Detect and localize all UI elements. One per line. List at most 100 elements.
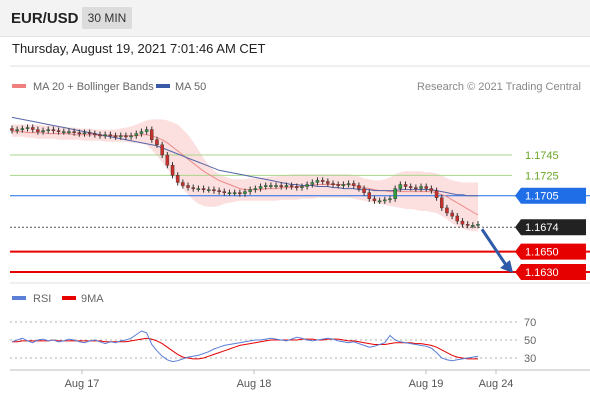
candle-body [258,186,263,189]
candle-body [155,139,159,145]
candle-body [455,215,460,222]
candle-body [227,192,232,195]
candle-body [393,188,397,200]
candle-body [424,186,429,189]
candle-body [25,127,30,129]
projection-arrow-head [500,260,513,273]
candle-body [108,134,113,137]
candle-body [388,198,392,201]
candle-body [10,128,14,131]
report-datetime: Thursday, August 19, 2021 7:01:46 AM CET [12,41,266,56]
candle-body [165,154,170,166]
candle-body [326,181,330,184]
candle-body [232,192,237,195]
candle-body [471,224,475,227]
legend-label-rsi: RSI [33,293,51,305]
candle-body [434,190,439,198]
legend-label-ma50: MA 50 [175,81,206,93]
candle-body [217,190,221,193]
candle-body [248,189,252,192]
candle-body [264,185,268,187]
candle-body [15,129,19,132]
candle-body [372,198,377,201]
time-axis-label-1: Aug 18 [237,378,272,390]
candle-body [315,180,320,183]
candle-body [196,188,201,191]
candle-body [62,131,66,134]
candle-body [398,184,403,189]
time-axis-label-2: Aug 19 [409,378,444,390]
candle-body [93,133,97,136]
candle-body [403,184,408,187]
candle-body [87,132,92,135]
candle-body [160,144,164,156]
candle-body [170,164,175,176]
timeframe-badge[interactable]: 30 MIN [82,7,132,29]
candle-body [336,184,340,186]
level-tag-support-4 [515,243,586,260]
time-axis-label-0: Aug 17 [65,378,100,390]
candle-body [465,223,470,226]
candle-body [82,132,87,135]
candle-body [181,182,185,186]
candle-body [134,133,138,136]
candle-body [346,183,351,185]
candle-body [175,175,180,183]
candle-body [284,185,289,187]
candle-body [253,188,258,191]
rsi-line [11,330,479,363]
rsi-tick-label-30: 30 [524,353,536,365]
legend-swatch-9ma [62,296,76,300]
candle-body [243,191,247,194]
legend-swatch-rsi [12,296,26,300]
candle-body [357,185,361,189]
candle-body [67,131,71,134]
candle-body [320,180,325,182]
candle-body [77,132,82,135]
candle-body [305,184,309,187]
level-label-3: 1.1674 [525,222,559,234]
candle-body [20,128,25,130]
candle-body [450,212,454,217]
level-tag-pivot-2 [515,187,586,204]
candle-body [118,135,123,138]
candle-body [362,188,366,193]
candle-body [408,186,413,188]
candle-body [46,129,51,132]
legend-swatch-ma20 [12,84,26,88]
candle-body [419,186,423,189]
level-label-4: 1.1650 [525,247,559,259]
candle-body [149,129,154,141]
candle-body [222,191,226,194]
candle-body [103,134,107,137]
projection-arrow-shaft [480,228,510,269]
candle-body [98,134,102,137]
candle-body [310,182,315,185]
candle-body [124,135,128,138]
candle-body [352,183,356,186]
candle-body [139,131,144,134]
candle-body [238,192,242,195]
legend-label-ma20: MA 20 + Bollinger Bands [33,81,154,93]
candle-body [212,189,216,192]
level-label-1: 1.1725 [525,170,559,182]
level-tag-support-5 [515,264,586,280]
candle-body [445,207,449,214]
candle-body [429,188,434,191]
candle-body [331,183,335,185]
candle-body [289,185,294,187]
candle-body [279,185,284,187]
rsi-tick-label-70: 70 [524,317,536,329]
candle-body [36,129,40,132]
copyright-text: Research © 2021 Trading Central [417,81,581,93]
candle-body [440,197,444,209]
legend-label-9ma: 9MA [81,293,104,305]
candle-body [460,220,465,225]
level-label-2: 1.1705 [525,191,559,203]
candle-body [377,200,382,203]
candle-body [274,185,278,187]
time-axis-label-3: Aug 24 [479,378,514,390]
candle-body [113,135,118,138]
legend-swatch-ma50 [156,84,170,88]
